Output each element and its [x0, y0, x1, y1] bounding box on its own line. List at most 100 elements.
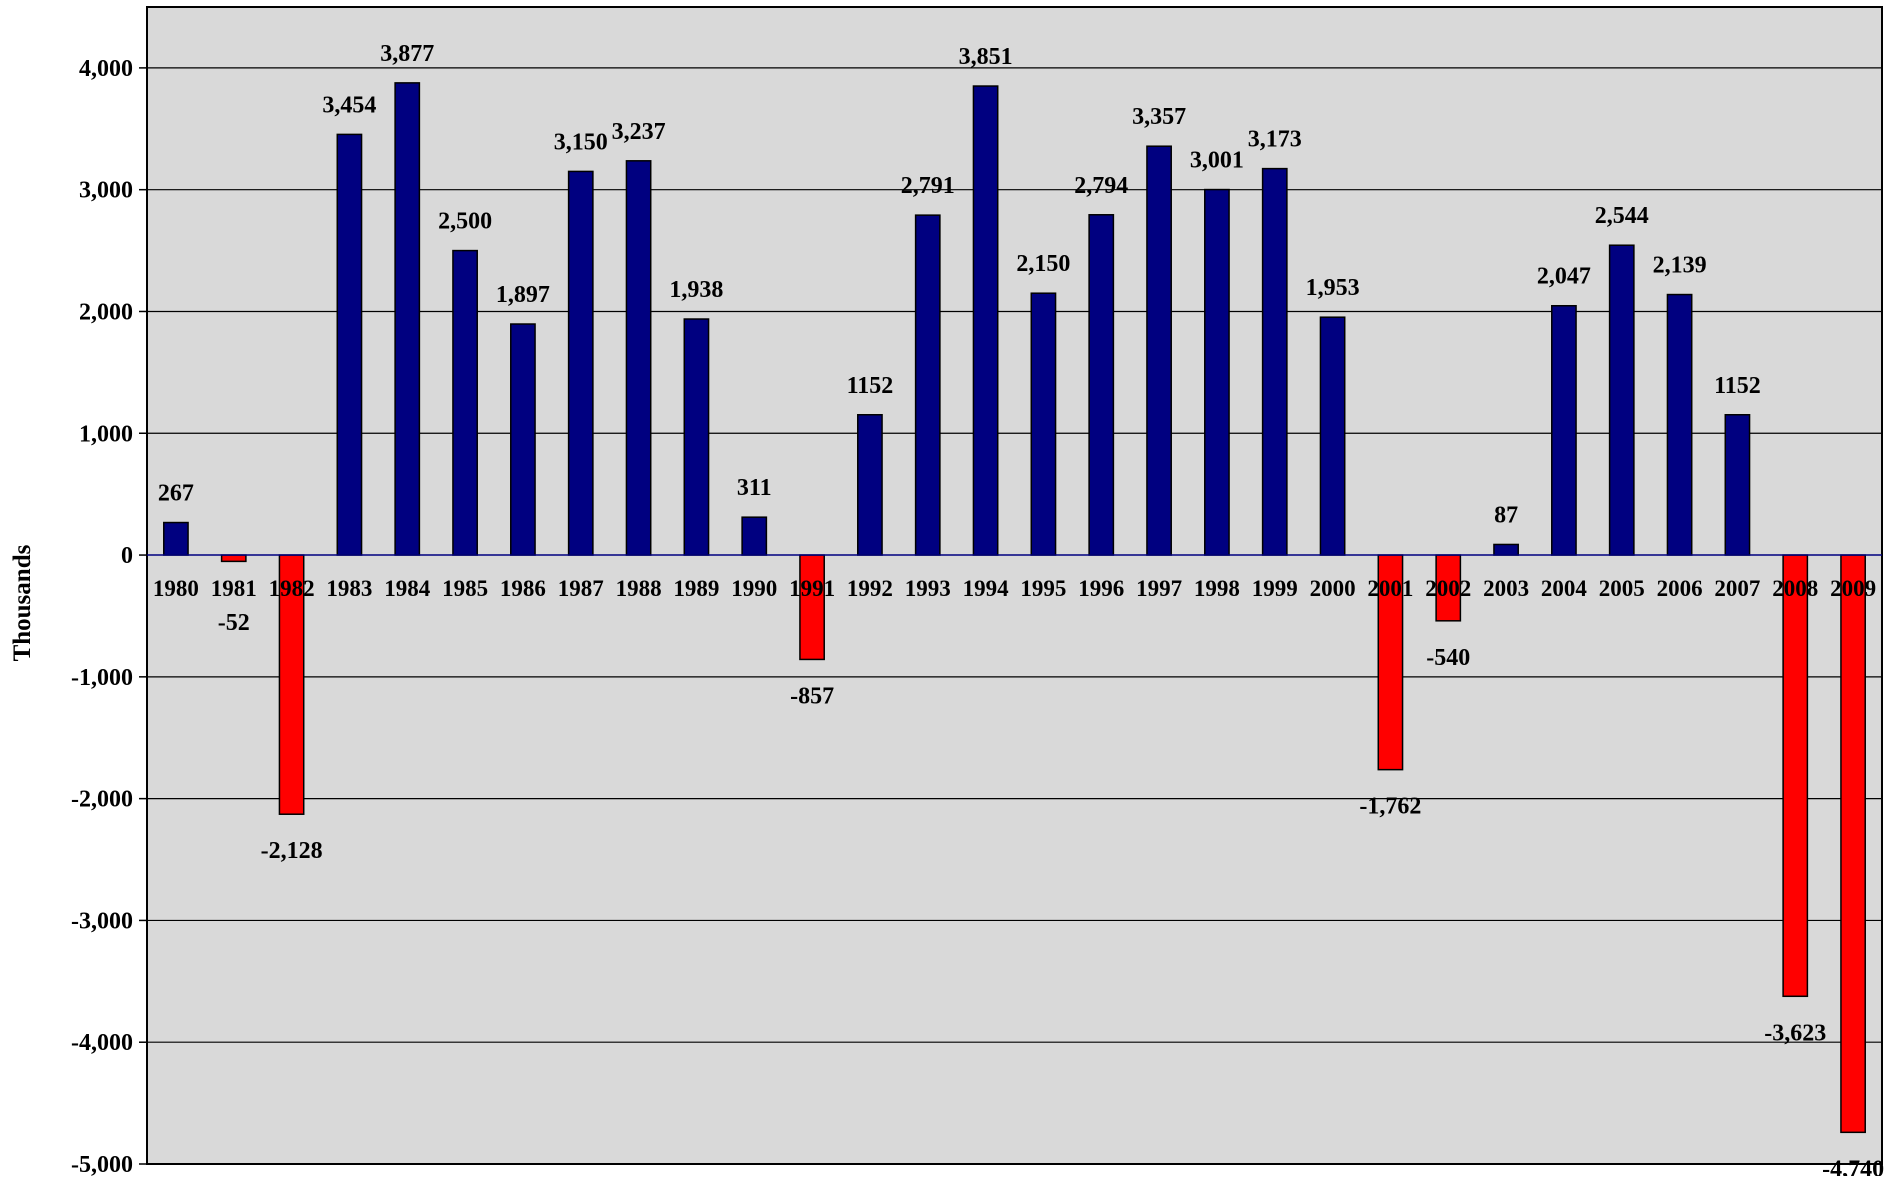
data-label: 3,150 — [554, 129, 608, 155]
x-tick-label: 1989 — [673, 576, 719, 601]
data-label: 2,047 — [1537, 264, 1591, 290]
y-axis-title: Thousands — [9, 544, 36, 661]
x-tick-label: 1991 — [789, 576, 835, 601]
data-label: -1,762 — [1359, 794, 1421, 820]
data-label: -2,128 — [261, 838, 323, 864]
y-tick-label: 1,000 — [79, 421, 133, 447]
bar-1986 — [510, 323, 536, 556]
bar-1993 — [914, 214, 941, 556]
bar-2006 — [1666, 293, 1693, 556]
y-tick-label: 2,000 — [79, 299, 133, 325]
bar-1985 — [452, 249, 478, 556]
x-axis-labels: 1980 1981 1982 1983 1984 1985 1986 1987 1988 1989… — [153, 576, 1876, 601]
data-label: -3,623 — [1764, 1020, 1826, 1046]
data-label: 1152 — [847, 373, 894, 399]
y-tick-label: -5,000 — [71, 1152, 133, 1176]
bar-1994 — [972, 85, 999, 556]
data-label: 3,237 — [612, 119, 666, 145]
bar-1999 — [1261, 167, 1288, 556]
bar-2000 — [1319, 316, 1346, 556]
x-tick-label: 2006 — [1657, 576, 1703, 601]
y-tick-label: 4,000 — [79, 56, 133, 82]
x-tick-label: 1981 — [211, 576, 257, 601]
data-label: -540 — [1426, 645, 1470, 671]
data-label: 267 — [158, 481, 194, 507]
y-tick-label: -4,000 — [71, 1030, 133, 1056]
x-tick-label: 1995 — [1020, 576, 1066, 601]
bar-1989 — [683, 318, 710, 556]
bar-1991 — [799, 554, 825, 661]
x-tick-label: 2002 — [1425, 576, 1471, 601]
data-label: 3,357 — [1132, 104, 1186, 130]
data-label: 2,139 — [1653, 253, 1707, 279]
bars — [163, 82, 1866, 1134]
x-tick-label: 1996 — [1078, 576, 1124, 601]
data-label: -857 — [790, 683, 834, 709]
x-tick-label: 1998 — [1194, 576, 1240, 601]
bar-1992 — [857, 414, 883, 556]
x-tick-label: 1986 — [500, 576, 546, 601]
x-tick-label: 1993 — [905, 576, 951, 601]
x-tick-label: 1985 — [442, 576, 488, 601]
x-tick-label: 2003 — [1483, 576, 1529, 601]
data-label: 3,173 — [1248, 127, 1302, 153]
x-tick-label: 2005 — [1599, 576, 1645, 601]
data-label: 87 — [1494, 502, 1518, 528]
y-tick-label: 0 — [121, 543, 133, 569]
gridlines — [147, 67, 1882, 1165]
x-tick-label: 1990 — [731, 576, 777, 601]
y-tick-label: -3,000 — [71, 908, 133, 934]
data-label: 1,953 — [1306, 275, 1360, 301]
data-label: 311 — [737, 475, 772, 501]
x-tick-label: 2009 — [1830, 576, 1876, 601]
data-label: 2,500 — [438, 209, 492, 235]
bar-1981 — [220, 554, 247, 563]
x-tick-label: 1988 — [616, 576, 662, 601]
bar-2007 — [1724, 414, 1751, 556]
bar-2001 — [1377, 554, 1404, 771]
x-tick-label: 2000 — [1310, 576, 1356, 601]
data-label: 1,897 — [496, 282, 550, 308]
data-label: 1,938 — [669, 277, 723, 303]
bar-1983 — [336, 133, 363, 556]
x-tick-label: 1992 — [847, 576, 893, 601]
data-label: 2,791 — [901, 173, 955, 199]
y-tick-label: -2,000 — [71, 787, 133, 813]
y-tick-label: 3,000 — [79, 178, 133, 204]
bar-2008 — [1782, 554, 1809, 998]
x-tick-label: 1984 — [384, 576, 431, 601]
x-tick-label: 1982 — [269, 576, 315, 601]
bar-1988 — [625, 160, 652, 556]
bar-2009 — [1840, 554, 1866, 1134]
y-tick-label: -1,000 — [71, 665, 133, 691]
x-tick-label: 2004 — [1541, 576, 1588, 601]
bar-1987 — [567, 170, 594, 556]
data-label: -4,740 — [1822, 1156, 1884, 1176]
bar-1980 — [163, 521, 189, 556]
x-tick-label: 1994 — [963, 576, 1010, 601]
bar-1996 — [1088, 214, 1115, 556]
bar-1990 — [741, 516, 768, 556]
bar-2005 — [1608, 244, 1635, 556]
data-label: 2,794 — [1074, 173, 1128, 199]
data-label: 3,001 — [1190, 148, 1244, 174]
x-tick-label: 1980 — [153, 576, 199, 601]
data-label: 3,877 — [380, 41, 434, 67]
data-label: 3,454 — [322, 92, 376, 118]
bar-1997 — [1146, 145, 1172, 556]
x-tick-label: 2001 — [1367, 576, 1413, 601]
bar-2003 — [1493, 543, 1519, 556]
x-tick-label: 1999 — [1252, 576, 1298, 601]
data-label: 2,544 — [1595, 203, 1649, 229]
y-axis-ticks: 4,000 3,000 2,000 1,000 0 -1,000 -2,000 -3,000 -… — [71, 56, 147, 1178]
bar-1998 — [1204, 188, 1230, 556]
bar-2002 — [1435, 554, 1462, 622]
x-tick-label: 2008 — [1772, 576, 1818, 601]
data-label: 2,150 — [1016, 251, 1070, 277]
x-tick-label: 1983 — [326, 576, 372, 601]
plot-area — [146, 6, 1883, 1165]
data-label: 1152 — [1714, 373, 1761, 399]
